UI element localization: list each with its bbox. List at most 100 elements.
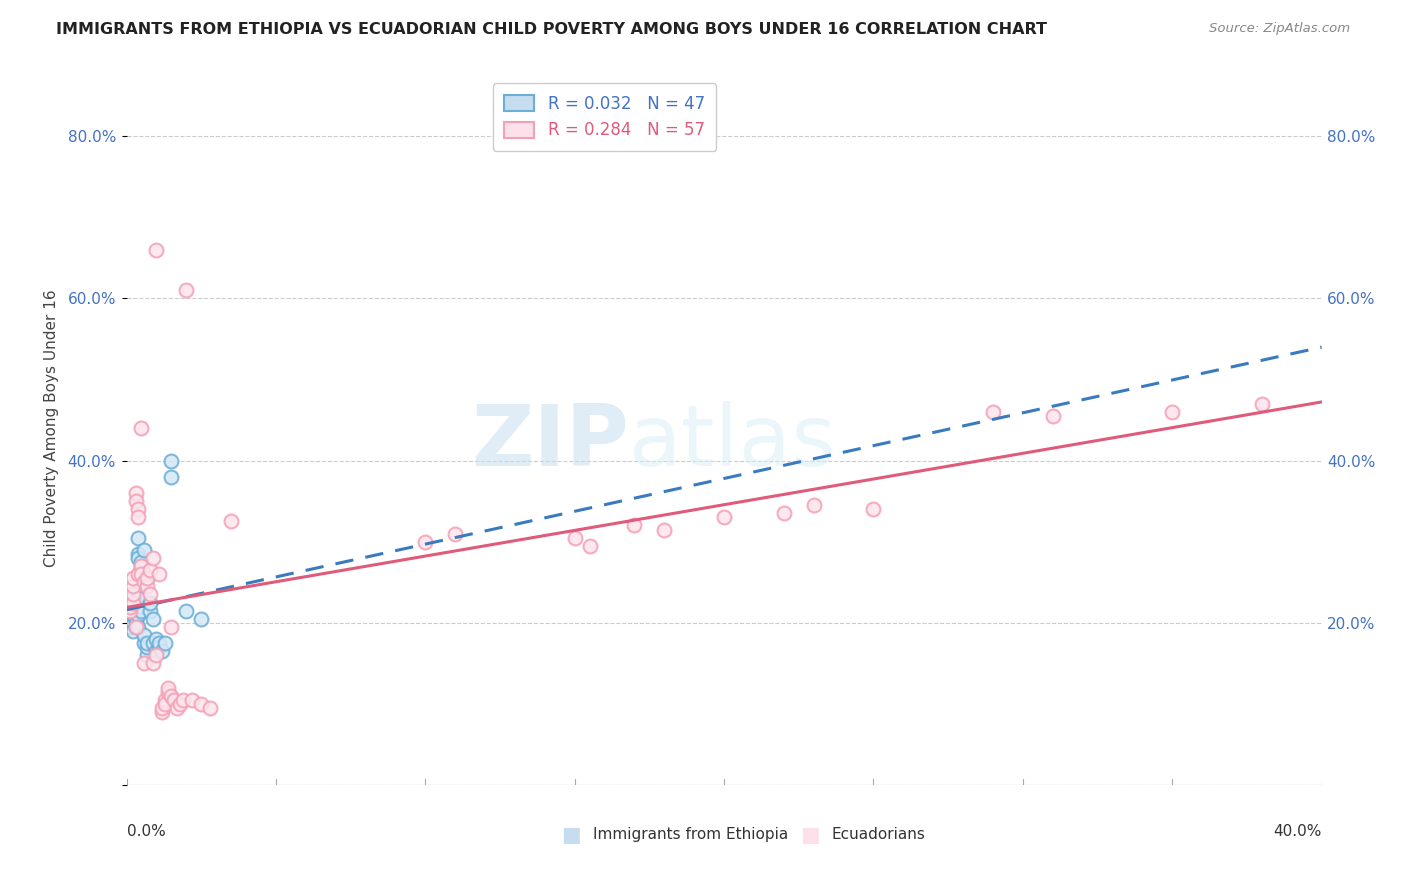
Point	[139, 587, 162, 601]
Point	[118, 612, 141, 626]
Text: atlas: atlas	[628, 401, 837, 484]
Point	[127, 607, 149, 622]
Point	[136, 648, 159, 663]
Point	[124, 486, 146, 500]
Point	[172, 693, 194, 707]
Point	[134, 657, 156, 671]
Point	[127, 550, 149, 565]
Text: ZIP: ZIP	[471, 401, 628, 484]
Point	[160, 470, 183, 484]
Point	[131, 559, 153, 574]
Point	[131, 604, 153, 618]
Point	[190, 697, 212, 711]
Point	[163, 693, 186, 707]
Point	[136, 579, 159, 593]
Point	[134, 567, 156, 582]
Legend: R = 0.032   N = 47, R = 0.284   N = 57: R = 0.032 N = 47, R = 0.284 N = 57	[492, 83, 717, 151]
Point	[142, 550, 165, 565]
Point	[152, 705, 174, 719]
Point	[136, 571, 159, 585]
Point	[803, 498, 825, 512]
Point	[148, 640, 170, 654]
Point	[142, 657, 165, 671]
Point	[118, 604, 141, 618]
Point	[142, 636, 165, 650]
Point	[134, 575, 156, 590]
Point	[124, 620, 146, 634]
Point	[121, 615, 143, 630]
Point	[127, 567, 149, 582]
Point	[145, 648, 167, 663]
Point	[1251, 397, 1274, 411]
Point	[155, 636, 177, 650]
Point	[121, 624, 143, 638]
Text: IMMIGRANTS FROM ETHIOPIA VS ECUADORIAN CHILD POVERTY AMONG BOYS UNDER 16 CORRELA: IMMIGRANTS FROM ETHIOPIA VS ECUADORIAN C…	[56, 22, 1047, 37]
Point	[145, 632, 167, 646]
Point	[121, 599, 143, 614]
Point	[118, 620, 141, 634]
Point	[131, 567, 153, 582]
Point	[1042, 409, 1064, 423]
Point	[174, 604, 197, 618]
Point	[155, 697, 177, 711]
Point	[121, 591, 143, 606]
Point	[148, 567, 170, 582]
Point	[713, 510, 735, 524]
Point	[131, 559, 153, 574]
Point	[134, 542, 156, 557]
Point	[124, 494, 146, 508]
Point	[121, 607, 143, 622]
Point	[181, 693, 204, 707]
Point	[131, 563, 153, 577]
Point	[127, 591, 149, 606]
Point	[124, 604, 146, 618]
Point	[219, 515, 242, 529]
Point	[121, 579, 143, 593]
Point	[127, 510, 149, 524]
Point	[862, 502, 884, 516]
Point	[139, 563, 162, 577]
Point	[773, 506, 796, 520]
Point	[127, 599, 149, 614]
Point	[190, 612, 212, 626]
Point	[134, 636, 156, 650]
Point	[142, 612, 165, 626]
Point	[127, 547, 149, 561]
Point	[160, 689, 183, 703]
Point	[139, 604, 162, 618]
Point	[139, 595, 162, 609]
Point	[127, 620, 149, 634]
Point	[124, 595, 146, 609]
Point	[152, 644, 174, 658]
Point	[118, 599, 141, 614]
Point	[136, 636, 159, 650]
Point	[148, 636, 170, 650]
Point	[157, 684, 180, 698]
Point	[444, 526, 467, 541]
Text: ■: ■	[800, 825, 820, 845]
Text: 0.0%: 0.0%	[127, 824, 166, 839]
Point	[652, 523, 675, 537]
Point	[131, 555, 153, 569]
Point	[121, 587, 143, 601]
Point	[174, 283, 197, 297]
Point	[578, 539, 600, 553]
Point	[157, 681, 180, 695]
Point	[136, 571, 159, 585]
Point	[415, 534, 437, 549]
Point	[127, 531, 149, 545]
Point	[127, 502, 149, 516]
Point	[124, 620, 146, 634]
Point	[200, 701, 222, 715]
Text: Source: ZipAtlas.com: Source: ZipAtlas.com	[1209, 22, 1350, 36]
Point	[136, 640, 159, 654]
Point	[160, 453, 183, 467]
Point	[118, 604, 141, 618]
Point	[145, 644, 167, 658]
Point	[121, 571, 143, 585]
Point	[169, 697, 191, 711]
Point	[166, 701, 188, 715]
Y-axis label: Child Poverty Among Boys Under 16: Child Poverty Among Boys Under 16	[45, 289, 59, 567]
Point	[118, 595, 141, 609]
Point	[121, 595, 143, 609]
